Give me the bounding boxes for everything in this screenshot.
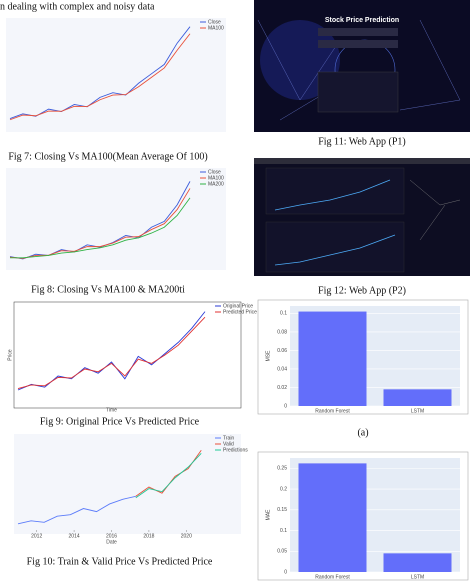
line-series [17,316,206,390]
x-tick-label: LSTM [411,574,424,580]
y-tick-label: 0.06 [277,348,287,354]
line-series [9,33,191,121]
plot-frame [14,434,241,534]
caption: Fig 9: Original Price Vs Predicted Price [40,416,200,427]
bar [383,553,452,572]
legend-label: MA100 [208,175,224,181]
bar [298,463,367,572]
plot-frame [13,301,242,409]
y-tick-label: 0.05 [277,549,287,555]
line-series [17,495,136,525]
caption: Fig 10: Train & Valid Price Vs Predicted… [27,556,213,567]
y-tick-label: 0.04 [277,366,287,372]
mini-line [274,179,396,266]
x-tick-label: Random Forest [315,574,350,580]
caption: Fig 11: Web App (P1) [318,136,406,147]
y-tick-label: 0.2 [280,486,287,492]
y-tick-label: 0.08 [277,329,287,335]
y-tick-label: 0.1 [280,311,287,317]
x-tick-label: 2018 [143,533,154,539]
table [317,71,399,113]
x-tick-label: 2016 [106,533,117,539]
y-tick-label: 0.02 [277,385,287,391]
x-axis-label: Date [106,539,117,545]
panel [265,221,405,273]
x-tick-label: Random Forest [315,408,350,414]
legend-label: MA200 [208,181,224,187]
y-axis-label: MAE [265,509,271,521]
body-text: n dealing with complex and noisy data [0,1,155,12]
y-tick-label: 0 [284,403,287,409]
y-tick-label: 0.25 [277,466,287,472]
y-axis-label: Price [7,349,13,361]
legend-label: Train [223,435,234,441]
x-tick-label: 2020 [181,533,192,539]
browser-bar [254,158,470,164]
line-series [9,181,191,260]
y-tick-label: 0.1 [280,528,287,534]
legend-label: Valid [223,441,234,447]
input [318,40,398,48]
y-tick-label: 0 [284,569,287,575]
x-tick-label: 2014 [69,533,80,539]
caption: Fig 12: Web App (P2) [318,285,406,296]
caption: Fig 8: Closing Vs MA100 & MA200ti [31,284,185,295]
input [318,28,398,36]
x-axis-label: Time [106,407,117,413]
line-series [10,197,191,259]
network-lines [409,179,461,241]
line-series [9,188,191,259]
legend-label: Original Price [223,303,253,309]
y-axis-label: MSE [265,350,271,362]
legend-label: Predictions [223,447,248,453]
caption: Fig 7: Closing Vs MA100(Mean Average Of … [8,151,207,162]
plot-frame [6,168,226,270]
caption: (a) [357,427,368,438]
line-series [135,453,202,499]
legend-label: Predicted Price [223,309,257,315]
x-tick-label: 2012 [31,533,42,539]
legend-label: Close [208,19,221,25]
panel [265,167,405,215]
legend-label: Close [208,169,221,175]
y-tick-label: 0.15 [277,507,287,513]
bar [298,311,367,406]
app-title: Stock Price Prediction [325,17,399,24]
x-tick-label: LSTM [411,408,424,414]
bar [383,389,452,406]
legend-label: MA100 [208,25,224,31]
